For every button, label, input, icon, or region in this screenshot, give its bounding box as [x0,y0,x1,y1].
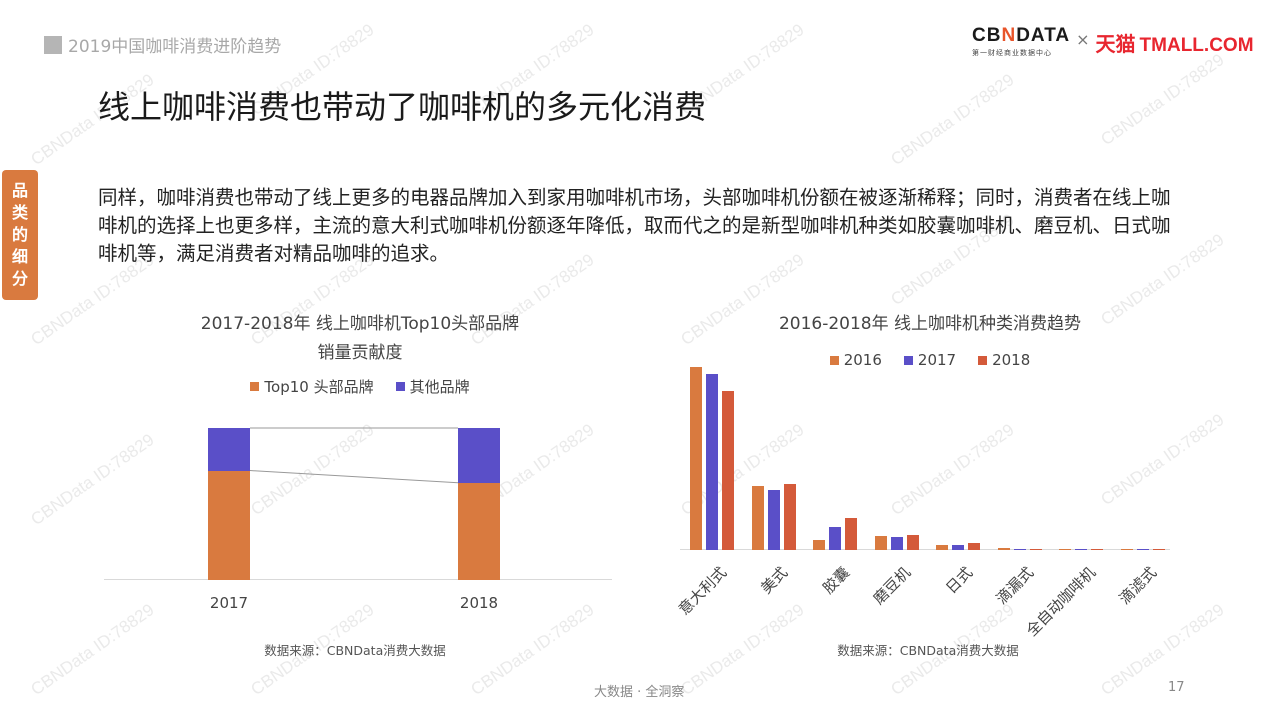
bar-group-日式 [936,543,980,550]
bar-segment-top10 [208,470,250,580]
legend-item-others: 其他品牌 [395,376,470,397]
bar-2018 [845,517,857,550]
series-connector-lines [249,427,459,484]
x-label-category: 滴滤式 [1116,563,1161,608]
right-chart-legend: 2016 2017 2018 [660,351,1200,369]
bar-2018 [906,535,919,550]
section-title: 2019中国咖啡消费进阶趋势 [68,37,282,57]
bar-group-磨豆机 [874,535,919,550]
legend-swatch-purple-icon [903,355,913,365]
bar-group-全自动咖啡机 [1059,548,1103,550]
x-label-category: 磨豆机 [870,563,915,608]
side-tab-category: 品 类 的 细 分 [2,170,38,300]
bar-2017 [706,374,718,550]
bar-2016 [936,545,948,550]
bar-2017 [890,537,903,550]
left-chart-top10-share: 2017-2018年 线上咖啡机Top10头部品牌 销量贡献度 Top10 头部… [100,310,620,660]
bar-2018 [722,390,734,550]
watermark-text: CBNData ID:78829 [887,70,1018,170]
left-chart-plot-area [104,427,612,580]
left-chart-source: 数据来源：CBNData消费大数据 [264,643,446,658]
x-label-category: 日式 [942,563,977,598]
bar-2016 [690,367,702,550]
times-icon: × [1076,30,1090,49]
x-label-category: 滴漏式 [993,563,1038,608]
bar-2017 [767,489,780,550]
right-chart-source: 数据来源：CBNData消费大数据 [837,643,1019,658]
page-title: 线上咖啡消费也带动了咖啡机的多元化消费 [98,88,707,126]
x-axis-line [680,549,1170,550]
legend-swatch-orange-icon [829,355,839,365]
legend-swatch-purple-icon [395,382,405,391]
right-chart-plot-area [680,365,1170,550]
legend-item-top10: Top10 头部品牌 [250,376,374,397]
bar-2016 [751,485,764,550]
x-label-category: 意大利式 [674,563,731,619]
x-axis-line [104,579,612,580]
bar-2016 [813,539,825,550]
bar-2016 [1059,548,1071,550]
bar-2017 [1136,549,1149,550]
x-label-2017: 2017 [209,594,249,612]
partner-logos: CBNDATA 第一财经商业数据中心 × 天猫 TMALL.COM [972,26,1254,58]
bar-2016 [874,535,887,550]
bar-2018 [1091,549,1103,550]
bar-2016 [997,548,1010,550]
bar-2018 [1152,549,1165,550]
bar-group-胶囊 [813,517,857,550]
left-chart-legend: Top10 头部品牌 其他品牌 [100,376,620,397]
legend-item-2017: 2017 [903,351,956,369]
watermark-text: CBNData ID:78829 [1097,50,1228,150]
bar-2017 [1013,549,1026,550]
bar-2018 [1029,549,1042,550]
legend-item-2016: 2016 [829,351,882,369]
stacked-bar-2017 [208,428,250,580]
stacked-bar-2018 [458,428,500,580]
left-chart-title: 2017-2018年 线上咖啡机Top10头部品牌 销量贡献度 [200,314,520,363]
legend-swatch-red-icon [978,355,988,365]
bar-segment-others [458,428,500,483]
tmall-logo: 天猫 TMALL.COM [1095,34,1254,56]
bar-group-滴漏式 [997,548,1042,550]
legend-swatch-orange-icon [250,382,260,391]
cbndata-logo: CBNDATA 第一财经商业数据中心 [972,25,1071,58]
bar-2018 [783,484,796,550]
section-header: 2019中国咖啡消费进阶趋势 [44,32,281,57]
body-paragraph: 同样，咖啡消费也带动了线上更多的电器品牌加入到家用咖啡机市场，头部咖啡机份额在被… [98,186,1171,265]
bar-group-意大利式 [690,367,734,550]
right-chart-machine-types: 2016-2018年 线上咖啡机种类消费趋势 2016 2017 2018 意大… [660,310,1200,660]
page-number: 17 [1168,680,1185,695]
right-chart-title: 2016-2018年 线上咖啡机种类消费趋势 [778,314,1082,334]
x-label-category: 胶囊 [819,563,854,598]
x-label-category: 美式 [757,563,792,598]
cbndata-logo-subtitle: 第一财经商业数据中心 [972,49,1052,57]
section-square-icon [44,35,62,54]
bar-2018 [968,543,980,550]
bar-2017 [1075,548,1087,550]
bar-group-美式 [751,484,796,550]
legend-item-2018: 2018 [978,351,1030,369]
footer-slogan: 大数据 · 全洞察 [594,685,685,700]
bar-2017 [952,545,964,550]
x-label-2018: 2018 [459,594,499,612]
bar-segment-top10 [458,482,500,580]
bar-segment-others [208,428,250,471]
bar-group-滴滤式 [1120,548,1165,550]
bar-2016 [1120,548,1133,550]
bar-2017 [829,527,841,550]
